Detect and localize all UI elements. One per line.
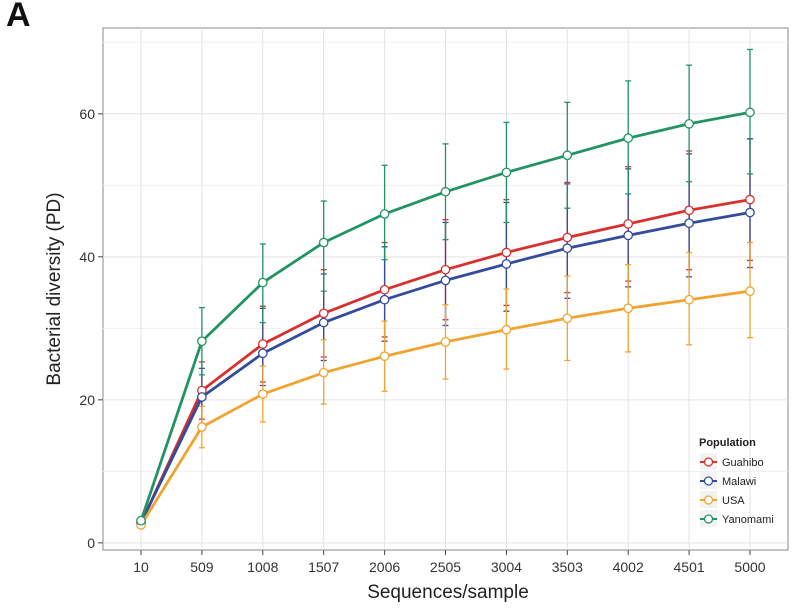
x-tick-label: 10 — [133, 559, 149, 575]
data-point — [684, 205, 694, 216]
x-tick-label: 2006 — [369, 559, 400, 575]
data-point — [501, 167, 512, 178]
data-point — [745, 286, 755, 296]
data-point — [562, 232, 573, 243]
data-point — [440, 186, 451, 197]
data-point — [318, 317, 329, 328]
data-point — [318, 237, 329, 248]
x-tick-label: 2505 — [430, 559, 461, 575]
legend-key-marker — [703, 514, 714, 524]
x-tick-label: 1008 — [247, 559, 278, 575]
x-tick-label: 3503 — [552, 559, 583, 575]
data-points — [136, 107, 755, 530]
axes: 0 20 40 60 10 509 1008 1507 2006 2505 3004 3503 4002… — [79, 106, 765, 575]
data-point — [257, 389, 268, 399]
legend: Population Guahibo Malawi USA Yanomami — [699, 437, 774, 527]
data-point — [623, 303, 634, 314]
data-point — [136, 515, 146, 526]
data-point — [684, 294, 694, 305]
data-point — [257, 277, 268, 288]
data-point — [318, 367, 329, 378]
legend-label: USA — [722, 495, 745, 507]
x-axis-title: Sequences/sample — [367, 582, 529, 603]
data-point — [501, 324, 512, 335]
x-tick-label: 3004 — [491, 559, 522, 575]
legend-label: Guahibo — [722, 457, 764, 469]
data-point — [197, 422, 207, 432]
y-axis-title: Bacterial diversity (PD) — [44, 192, 65, 385]
data-point — [440, 264, 451, 275]
data-point — [197, 392, 207, 402]
y-tick-label: 40 — [79, 249, 95, 265]
x-tick-label: 1507 — [308, 559, 339, 575]
data-point — [501, 259, 512, 269]
legend-label: Yanomami — [722, 514, 774, 526]
data-point — [257, 339, 268, 349]
y-tick-label: 60 — [79, 106, 95, 122]
data-point — [745, 107, 755, 118]
x-tick-label: 5000 — [734, 559, 765, 575]
data-point — [379, 294, 390, 305]
data-point — [623, 230, 634, 241]
data-point — [623, 133, 634, 143]
data-point — [440, 275, 451, 286]
x-tick-label: 4501 — [674, 559, 705, 575]
data-point — [440, 337, 451, 347]
data-point — [562, 313, 573, 324]
legend-key-marker — [703, 457, 714, 467]
data-point — [197, 336, 207, 347]
data-point — [684, 118, 694, 129]
legend-title: Population — [699, 437, 756, 449]
x-tick-label: 4002 — [613, 559, 644, 575]
data-point — [501, 247, 512, 258]
data-point — [745, 194, 755, 205]
legend-items: Guahibo Malawi USA Yanomami — [700, 453, 774, 527]
x-tick-label: 509 — [190, 559, 214, 575]
data-point — [318, 308, 329, 319]
y-tick-label: 20 — [79, 392, 95, 408]
panel-label: A — [6, 0, 31, 34]
legend-key-marker — [703, 495, 714, 505]
data-point — [257, 348, 268, 359]
data-point — [379, 209, 390, 219]
y-tick-label: 0 — [87, 535, 95, 551]
data-point — [562, 150, 573, 161]
legend-key-marker — [703, 476, 714, 486]
data-point — [379, 284, 390, 295]
legend-label: Malawi — [722, 476, 756, 488]
data-point — [623, 219, 634, 229]
data-point — [684, 218, 694, 229]
data-point — [379, 351, 390, 362]
data-point — [745, 207, 755, 218]
data-point — [562, 243, 573, 254]
